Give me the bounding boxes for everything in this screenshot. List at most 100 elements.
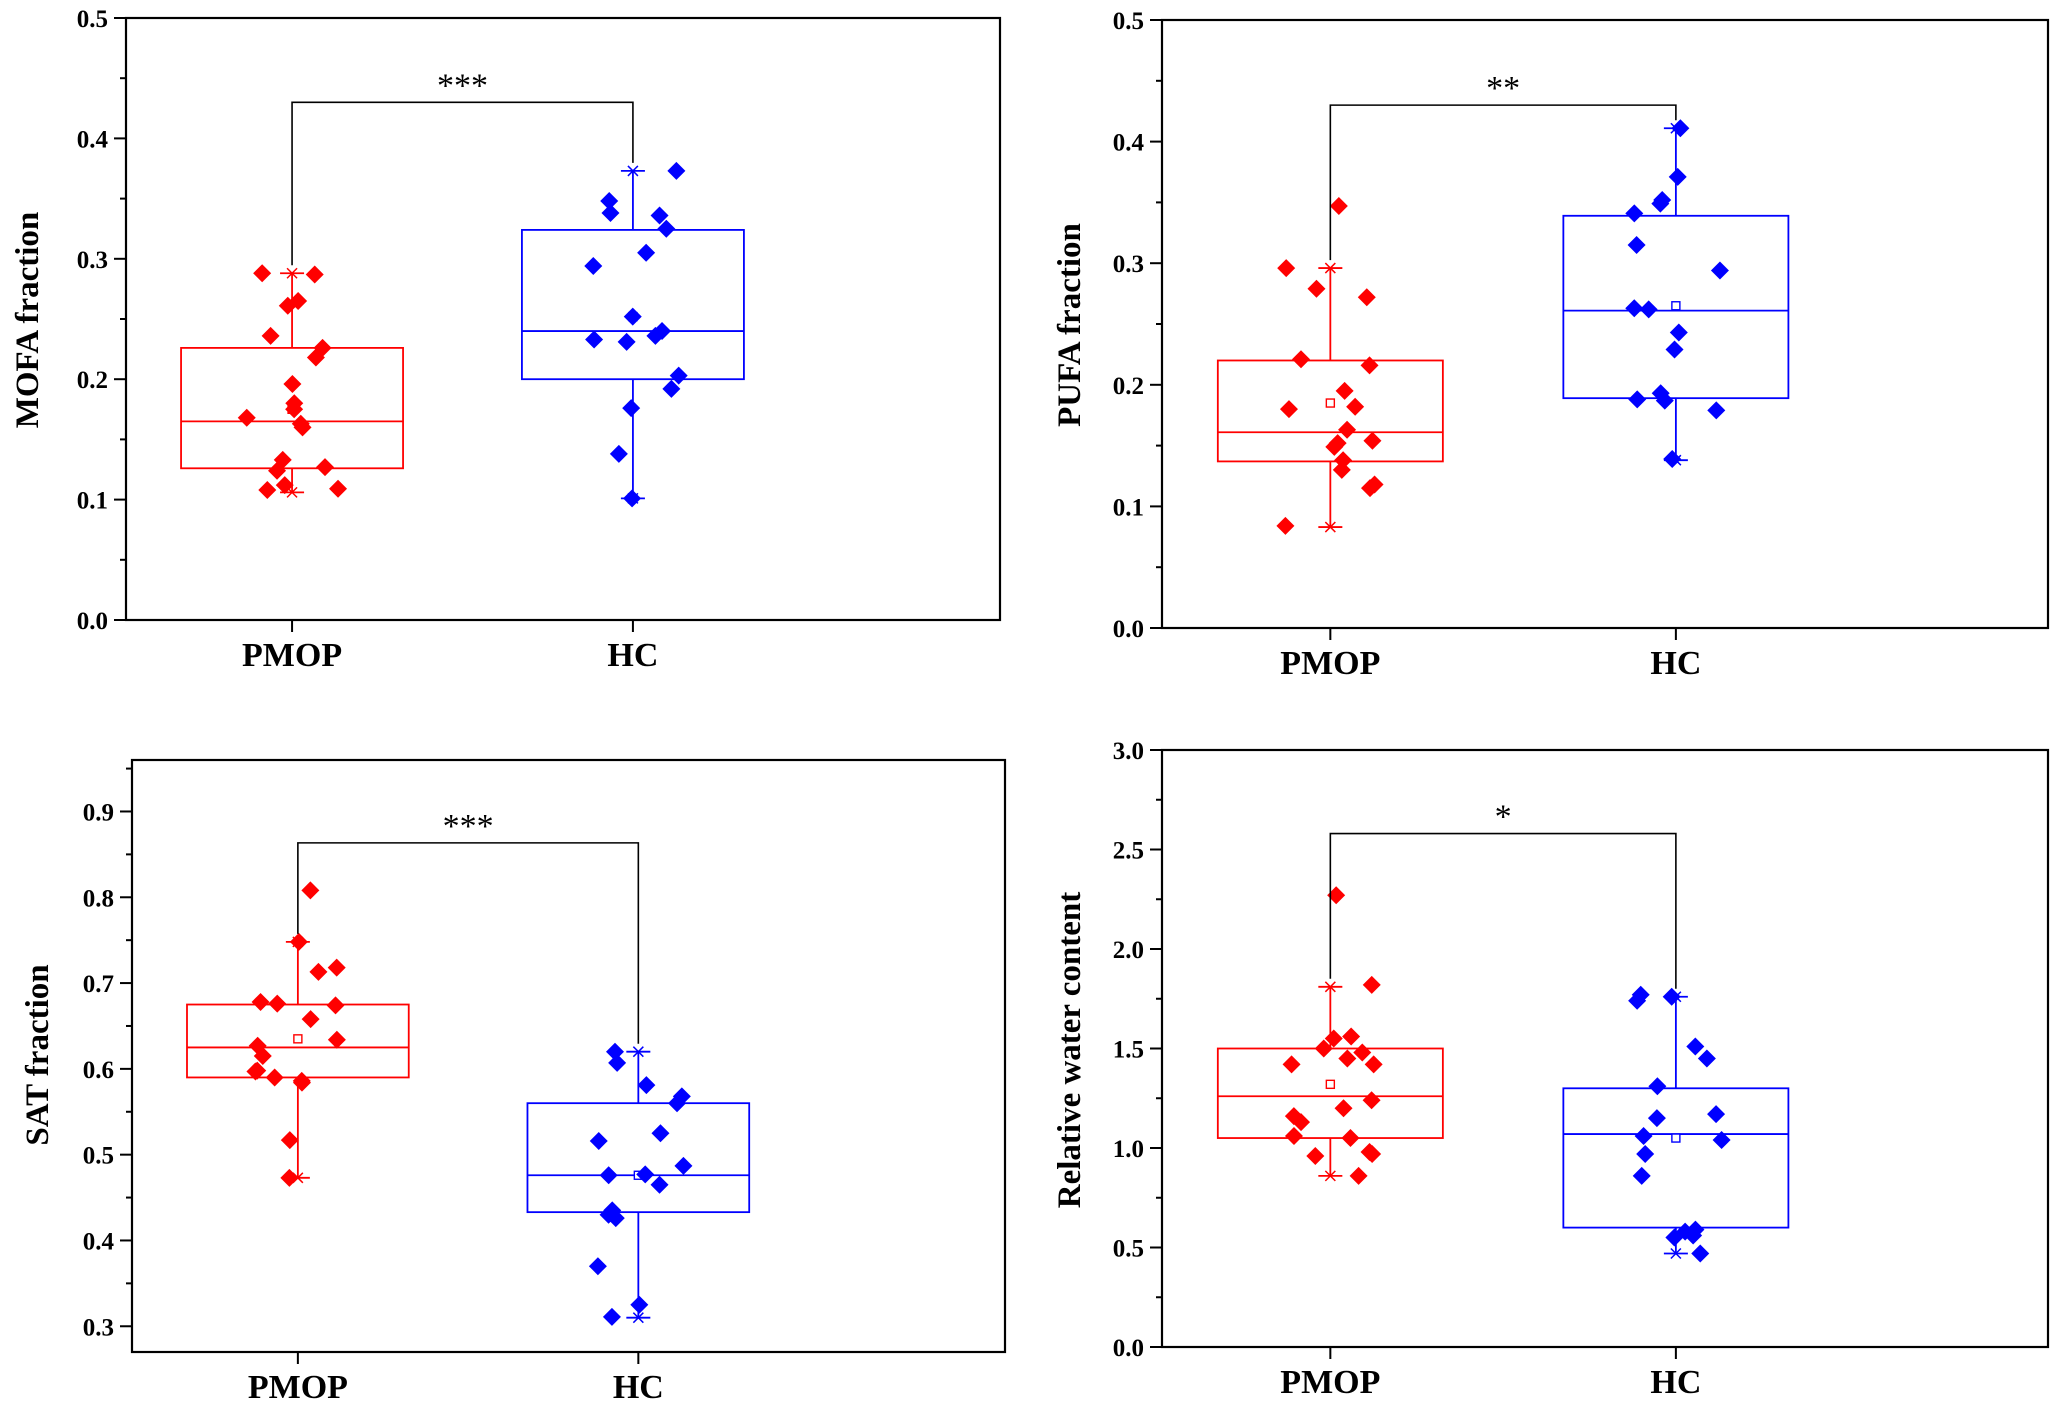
data-point	[637, 1076, 656, 1095]
data-point	[315, 458, 334, 477]
data-point	[1655, 391, 1674, 410]
data-point	[237, 408, 256, 427]
y-tick-label: 0.7	[83, 971, 114, 998]
y-tick-label: 0.8	[83, 885, 114, 912]
data-point	[1712, 1131, 1731, 1150]
extreme-marker	[1324, 521, 1336, 533]
significance-bracket	[291, 101, 634, 266]
data-point	[601, 204, 620, 223]
data-point	[651, 1124, 670, 1143]
x-tick-label-pmop: PMOP	[242, 637, 342, 674]
data-point	[1625, 204, 1644, 223]
y-tick-label: 2.0	[1113, 937, 1144, 964]
data-point	[305, 265, 324, 284]
data-point	[1335, 381, 1354, 400]
y-tick-label: 0.4	[83, 1228, 115, 1255]
y-tick-label: 0.4	[77, 126, 109, 153]
data-point	[289, 932, 308, 951]
mean-marker	[1325, 398, 1336, 408]
data-point	[1284, 1127, 1303, 1146]
data-point	[1357, 288, 1376, 307]
data-point	[1710, 261, 1729, 280]
data-point	[606, 1209, 625, 1228]
series-hc	[1562, 119, 1790, 468]
box-iqr	[1562, 214, 1790, 400]
data-point	[1362, 1091, 1381, 1110]
significance-label: *	[1495, 799, 1512, 836]
data-point	[1329, 197, 1348, 216]
data-point	[1363, 431, 1382, 450]
data-point	[668, 1094, 687, 1113]
series-pmop	[186, 881, 410, 1187]
data-point	[1697, 1049, 1716, 1068]
series-hc	[1562, 985, 1790, 1263]
data-point	[283, 375, 302, 394]
data-point	[1327, 886, 1346, 905]
y-tick-label: 0.0	[77, 608, 108, 635]
data-point	[275, 476, 294, 495]
plot-frame	[1160, 18, 2050, 630]
data-point	[1662, 987, 1681, 1006]
y-tick-label: 0.2	[77, 367, 108, 394]
y-axis-title: MOFA fraction	[10, 212, 46, 429]
data-point	[1324, 1029, 1343, 1048]
x-tick-label-pmop: PMOP	[248, 1369, 348, 1406]
y-tick-label: 0.6	[83, 1057, 114, 1084]
extreme-marker	[286, 267, 298, 279]
y-tick-label: 0.3	[83, 1314, 114, 1341]
data-point	[1282, 1055, 1301, 1074]
data-point	[293, 418, 312, 437]
data-point	[246, 1062, 265, 1081]
data-point	[1338, 420, 1357, 439]
chart-panel-2: 0.0 0.1 0.2 0.3 0.4 0.5 PMOP HC PUFA fraction **	[1052, 8, 2050, 682]
data-point	[1307, 279, 1326, 298]
data-point	[1648, 1077, 1667, 1096]
data-point	[1651, 194, 1670, 213]
data-point	[1628, 390, 1647, 409]
data-point	[1707, 401, 1726, 420]
data-point	[662, 379, 681, 398]
data-point	[1686, 1037, 1705, 1056]
data-point	[1639, 300, 1658, 319]
extreme-marker	[1324, 262, 1336, 274]
data-point	[1663, 449, 1682, 468]
data-point	[646, 326, 665, 345]
x-tick-label-hc: HC	[1650, 645, 1701, 682]
data-point	[326, 996, 345, 1015]
series-hc	[521, 161, 745, 508]
data-point	[1342, 1027, 1361, 1046]
data-point	[329, 479, 348, 498]
data-point	[253, 264, 272, 283]
plot-frame	[130, 758, 1007, 1354]
x-tick-label-pmop: PMOP	[1280, 1364, 1380, 1401]
data-point	[261, 326, 280, 345]
y-tick-label: 1.0	[1113, 1136, 1144, 1163]
series-hc	[526, 1042, 751, 1326]
data-point	[258, 480, 277, 499]
box-iqr	[180, 346, 404, 470]
x-tick-label-hc: HC	[607, 637, 658, 674]
chart-panel-1: 0.0 0.1 0.2 0.3 0.4 0.5 PMOP HC MOFA fraction ***	[10, 6, 1002, 674]
extreme-marker	[1670, 1247, 1682, 1260]
y-axis-title: SAT fraction	[20, 964, 56, 1145]
data-point	[265, 1068, 284, 1087]
significance-label: ***	[443, 808, 494, 845]
data-point	[1292, 1113, 1311, 1132]
data-point	[1634, 1127, 1653, 1146]
data-point	[292, 1073, 311, 1092]
data-point	[1338, 1049, 1357, 1068]
data-point	[1684, 1226, 1703, 1245]
data-point	[617, 332, 636, 351]
data-point	[1291, 350, 1310, 369]
y-tick-label: 0.5	[1113, 8, 1144, 35]
data-point	[584, 257, 603, 276]
data-point	[280, 1131, 299, 1150]
extreme-marker	[1324, 981, 1336, 993]
data-point	[622, 399, 641, 418]
data-point	[657, 219, 676, 238]
data-point	[600, 192, 619, 211]
box-iqr	[521, 229, 745, 381]
data-point	[1276, 516, 1295, 535]
data-point	[1671, 119, 1690, 138]
